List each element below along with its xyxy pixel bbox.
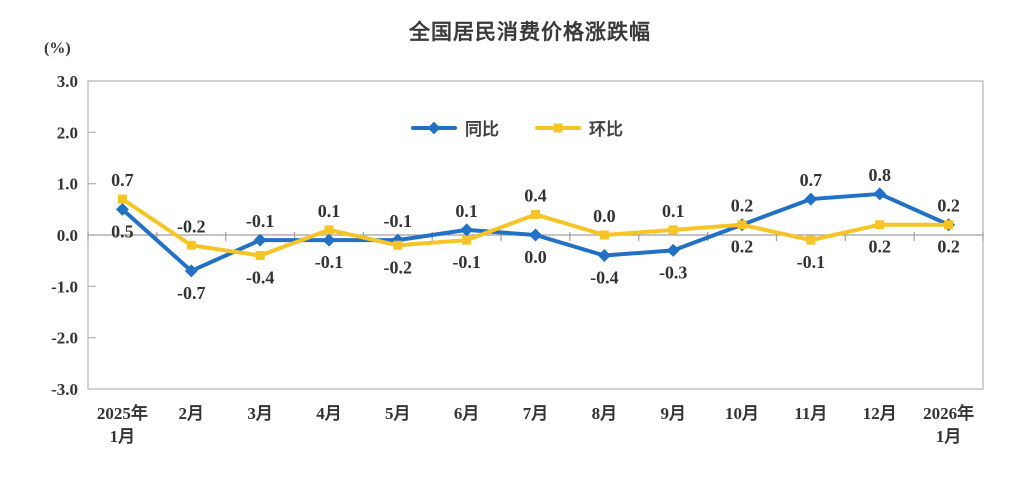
mom-data-label: -0.1: [797, 252, 826, 272]
yoy-line-swatch: [411, 121, 457, 134]
x-axis-label: 11月: [794, 404, 827, 423]
mom-square-marker-icon: [553, 123, 563, 132]
yoy-data-point-marker: [115, 202, 129, 216]
legend-item-mom: 环比: [535, 115, 623, 140]
yoy-data-point-marker: [597, 249, 611, 263]
mom-data-label: 0.2: [731, 237, 754, 257]
x-axis-label: 1月: [110, 427, 136, 446]
mom-line-swatch: [535, 123, 581, 132]
yoy-data-label: 0.2: [731, 196, 754, 216]
mom-data-point-marker: [531, 209, 540, 219]
x-axis-label: 8月: [592, 404, 618, 423]
yoy-data-point-marker: [184, 264, 198, 278]
x-axis-label: 3月: [247, 404, 273, 423]
x-axis-label: 1月: [936, 427, 962, 446]
yoy-data-label: -0.4: [590, 268, 619, 288]
legend-label-mom: 环比: [589, 120, 623, 139]
yoy-diamond-marker-icon: [427, 121, 441, 134]
mom-data-point-marker: [117, 194, 127, 204]
x-axis-label: 5月: [385, 404, 411, 423]
mom-data-label: 0.0: [593, 206, 616, 226]
yoy-data-point-marker: [460, 223, 474, 237]
x-axis-label: 4月: [316, 404, 342, 423]
mom-data-label: 0.1: [662, 201, 685, 221]
chart-title: 全国居民消费价格涨跌幅: [409, 21, 651, 44]
mom-data-label: -0.2: [384, 257, 413, 277]
mom-data-label: 0.7: [111, 170, 134, 190]
yoy-data-label: 0.0: [524, 247, 547, 267]
legend-item-yoy: 同比: [411, 115, 499, 140]
y-axis-label: 0.0: [57, 226, 78, 245]
y-axis-label: -1.0: [51, 277, 78, 296]
yoy-data-point-marker: [529, 228, 542, 242]
y-axis-unit-label: (%): [44, 40, 71, 57]
mom-data-label: -0.2: [177, 216, 206, 236]
chart-legend: 同比 环比: [411, 115, 623, 140]
mom-data-label: 0.2: [937, 237, 960, 257]
yoy-data-label: -0.1: [315, 252, 344, 272]
x-axis-label: 7月: [523, 404, 549, 423]
x-axis-label: 6月: [454, 404, 480, 423]
yoy-data-point-marker: [322, 233, 336, 247]
yoy-data-label: -0.7: [177, 283, 206, 303]
yoy-data-point-marker: [873, 187, 887, 201]
x-axis-label: 9月: [660, 404, 686, 423]
y-axis-label: -3.0: [51, 380, 78, 399]
mom-data-point-marker: [324, 225, 334, 235]
yoy-data-label: 0.5: [111, 221, 134, 241]
yoy-data-label: 0.8: [868, 165, 891, 185]
yoy-data-label: -0.1: [246, 211, 275, 231]
mom-data-label: 0.4: [524, 185, 547, 205]
mom-data-label: 0.2: [868, 237, 891, 257]
x-axis-label: 2月: [179, 404, 205, 423]
x-axis-label: 2025年: [97, 403, 148, 423]
mom-data-point-marker: [668, 225, 678, 235]
y-axis-label: 1.0: [57, 175, 78, 194]
mom-data-point-marker: [875, 220, 885, 230]
yoy-data-point-marker: [253, 233, 267, 247]
mom-data-label: 0.1: [318, 201, 341, 221]
mom-data-point-marker: [462, 235, 472, 245]
yoy-data-point-marker: [666, 243, 680, 257]
mom-data-point-marker: [944, 220, 954, 230]
y-axis-label: 3.0: [57, 72, 78, 91]
mom-data-point-marker: [255, 251, 265, 261]
mom-data-point-marker: [599, 230, 609, 240]
mom-data-point-marker: [806, 235, 816, 245]
yoy-data-point-marker: [804, 192, 818, 206]
x-axis-label: 12月: [863, 404, 897, 423]
yoy-data-label: -0.3: [659, 262, 688, 282]
mom-data-label: -0.1: [452, 252, 481, 272]
yoy-data-label: -0.1: [384, 211, 413, 231]
y-axis-label: 2.0: [57, 123, 78, 142]
mom-data-label: -0.4: [246, 268, 275, 288]
y-axis-label: -2.0: [51, 329, 78, 348]
yoy-data-label: 0.2: [937, 196, 960, 216]
mom-data-point-marker: [737, 220, 747, 230]
mom-data-point-marker: [186, 240, 196, 250]
x-axis-label: 10月: [725, 404, 759, 423]
legend-label-yoy: 同比: [465, 120, 499, 139]
x-axis-label: 2026年: [923, 403, 974, 423]
yoy-data-label: 0.7: [800, 170, 823, 190]
mom-data-point-marker: [393, 240, 403, 250]
yoy-data-label: 0.1: [455, 201, 478, 221]
